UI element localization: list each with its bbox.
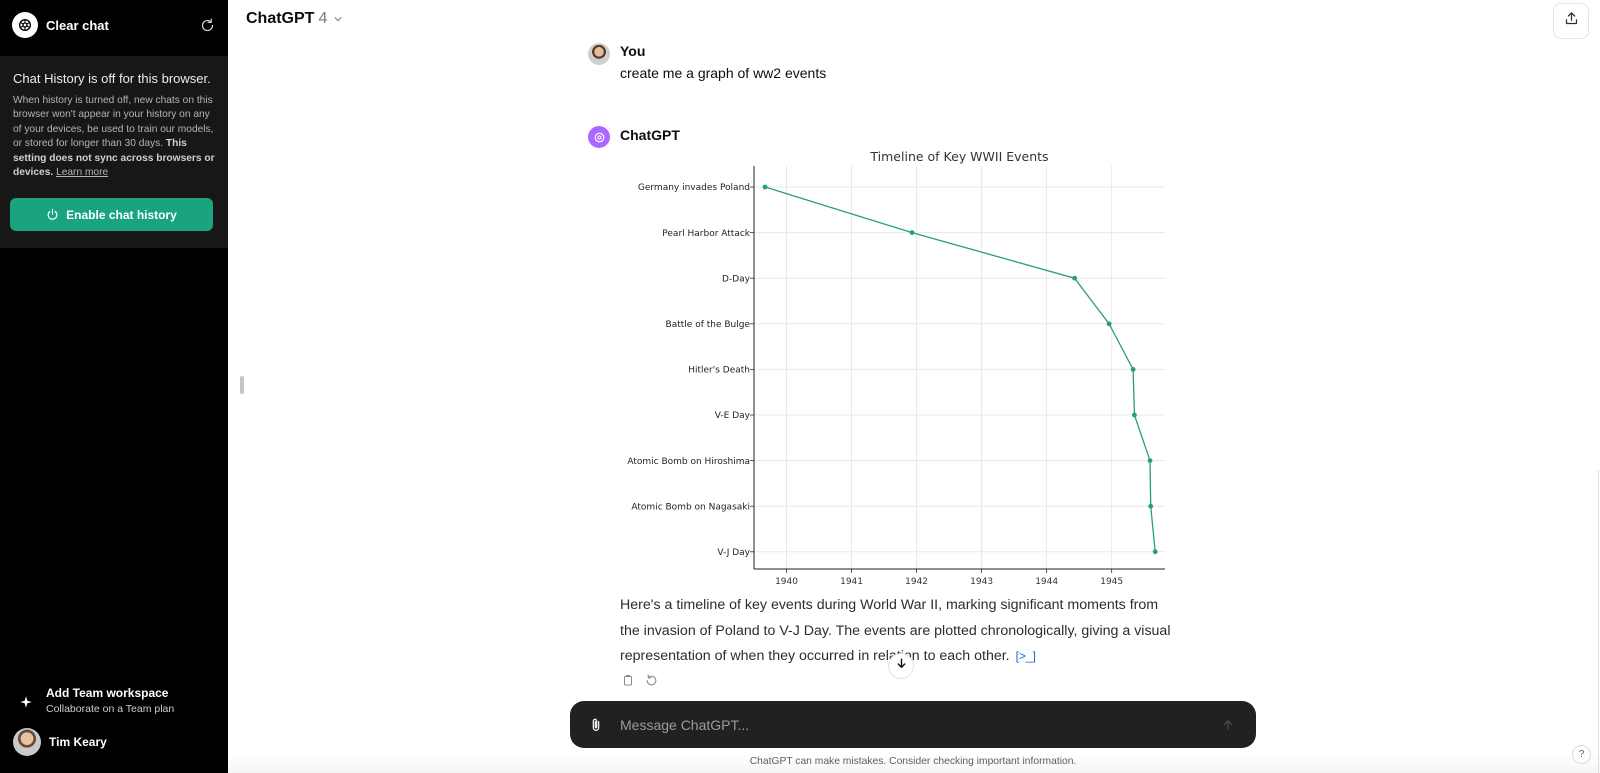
history-desc-text: When history is turned off, new chats on… [13,95,214,150]
user-profile[interactable]: Tim Keary [13,728,213,756]
history-desc-bold: This setting does not sync across browse… [13,138,215,179]
refresh-icon[interactable] [198,16,216,34]
scroll-to-bottom-button[interactable] [888,653,914,679]
y-tick-label: Hitler's Death [688,366,750,376]
share-icon [1564,11,1579,31]
model-name: ChatGPT [246,10,315,27]
message-actions [620,673,659,688]
x-tick-label: 1940 [775,577,798,586]
data-point [1132,412,1137,418]
x-tick-label: 1945 [1100,577,1123,586]
scrollbar-track[interactable] [1598,470,1599,773]
power-icon [46,208,59,221]
model-selector[interactable]: ChatGPT 4 [246,10,343,28]
data-point [1152,549,1158,555]
send-arrow-icon [1223,719,1233,730]
clear-chat-label[interactable]: Clear chat [46,17,109,33]
enable-chat-history-button[interactable]: Enable chat history [10,198,213,231]
add-team-workspace[interactable]: Add Team workspace Collaborate on a Team… [14,686,214,715]
disclaimer: ChatGPT can make mistakes. Consider chec… [749,756,1077,767]
enable-chat-history-label: Enable chat history [66,207,177,222]
message-input[interactable] [620,716,1216,733]
history-title: Chat History is off for this browser. [13,71,211,86]
user-message: create me a graph of ww2 events [620,65,827,81]
send-button[interactable] [1216,713,1240,737]
data-point [1147,458,1153,463]
learn-more-link[interactable]: Learn more [56,167,109,179]
sidebar: Clear chat Chat History is off for this … [0,0,228,773]
y-tick-label: Atomic Bomb on Nagasaki [631,502,750,512]
regenerate-icon[interactable] [644,673,659,688]
x-tick-label: 1942 [905,577,928,586]
chevron-down-icon [333,14,343,24]
model-version: 4 [318,10,328,27]
data-point [1072,275,1078,281]
x-tick-label: 1944 [1035,577,1058,586]
y-tick-label: Pearl Harbor Attack [662,229,751,239]
x-tick-label: 1941 [840,577,863,586]
sparkle-icon [14,690,38,714]
y-tick-label: D-Day [722,274,751,284]
share-button[interactable] [1553,3,1589,39]
y-tick-label: Battle of the Bulge [666,320,751,330]
help-button[interactable]: ? [1572,745,1591,764]
copy-icon[interactable] [620,673,635,688]
chart-title: Timeline of Key WWII Events [869,150,1048,164]
team-title: Add Team workspace [46,686,169,700]
data-point [762,184,768,190]
assistant-avatar [588,126,610,148]
arrow-down-icon [895,657,908,675]
chart-image: Timeline of Key WWII Events 1940 1941 1942 1… [618,149,1168,587]
bottom-fade [228,755,1600,773]
avatar [13,728,41,756]
new-chat-row[interactable]: Clear chat [12,11,216,39]
wwii-timeline-chart: Timeline of Key WWII Events 1940 1941 1942 1… [627,149,1165,587]
y-tick-label: Atomic Bomb on Hiroshima [627,457,750,467]
user-name: Tim Keary [49,735,107,749]
user-avatar [588,43,610,65]
y-tick-label: V-E Day [715,411,751,421]
data-point [1148,503,1154,509]
paperclip-icon[interactable] [586,715,606,735]
y-tick-label: V-J Day [717,548,750,558]
data-point [909,230,915,235]
data-point [1106,321,1112,327]
message-composer [570,701,1256,748]
openai-logo-icon [12,12,38,38]
history-description: When history is turned off, new chats on… [13,94,215,180]
user-author-label: You [620,43,646,59]
sidebar-resize-handle[interactable] [240,376,244,394]
data-point [1130,367,1136,372]
y-tick-label: Germany invades Poland [638,183,750,193]
assistant-author-label: ChatGPT [620,127,680,143]
x-tick-label: 1943 [970,577,993,586]
view-analysis-link[interactable]: [>_] [1015,649,1036,663]
team-subtitle: Collaborate on a Team plan [46,703,175,715]
